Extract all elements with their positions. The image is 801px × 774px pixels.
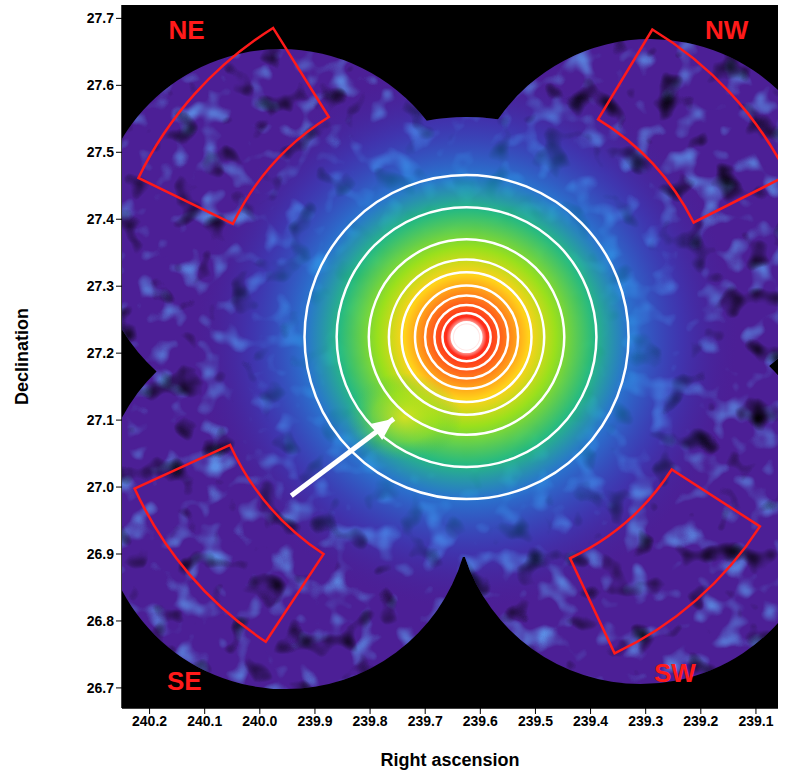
svg-text:27.7: 27.7 — [87, 10, 114, 26]
svg-text:27.4: 27.4 — [87, 211, 114, 227]
svg-text:27.0: 27.0 — [87, 479, 114, 495]
svg-text:239.3: 239.3 — [628, 713, 663, 729]
svg-text:26.9: 26.9 — [87, 546, 114, 562]
svg-text:27.3: 27.3 — [87, 278, 114, 294]
svg-text:27.5: 27.5 — [87, 144, 114, 160]
svg-text:239.7: 239.7 — [408, 713, 443, 729]
svg-text:27.2: 27.2 — [87, 345, 114, 361]
svg-text:Right ascension: Right ascension — [380, 750, 519, 770]
svg-text:27.6: 27.6 — [87, 77, 114, 93]
svg-text:SW: SW — [654, 658, 696, 688]
svg-text:NE: NE — [168, 15, 204, 45]
svg-text:240.0: 240.0 — [242, 713, 277, 729]
svg-text:239.4: 239.4 — [573, 713, 608, 729]
svg-text:26.8: 26.8 — [87, 613, 114, 629]
svg-text:239.8: 239.8 — [353, 713, 388, 729]
svg-text:26.7: 26.7 — [87, 680, 114, 696]
svg-text:239.6: 239.6 — [463, 713, 498, 729]
svg-text:240.2: 240.2 — [132, 713, 167, 729]
svg-text:239.5: 239.5 — [518, 713, 553, 729]
svg-text:NW: NW — [705, 15, 749, 45]
svg-text:SE: SE — [167, 666, 202, 696]
svg-text:27.1: 27.1 — [87, 412, 114, 428]
svg-text:239.2: 239.2 — [683, 713, 718, 729]
svg-text:Declination: Declination — [12, 308, 32, 405]
svg-text:239.9: 239.9 — [297, 713, 332, 729]
svg-text:239.1: 239.1 — [738, 713, 773, 729]
svg-text:240.1: 240.1 — [187, 713, 222, 729]
